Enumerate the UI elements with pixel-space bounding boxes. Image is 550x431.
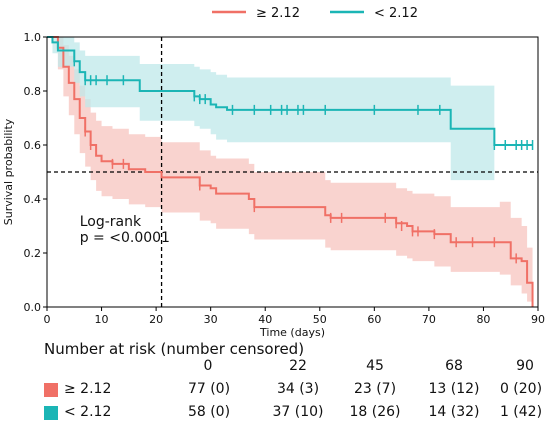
legend-label: ≥ 2.12 [256,6,300,21]
ci-band [47,37,533,307]
survival-curve [47,36,534,307]
risk-cell: 1 (42) [499,404,543,420]
risk-time-header: 45 [366,358,384,374]
legend-label: < 2.12 [374,6,418,21]
x-tick-label: 60 [367,313,381,326]
risk-row-high: ≥ 2.12 77 (0) 34 (3) 23 (7) 13 (12) 0 (2… [44,381,550,401]
risk-time-header: 0 [203,358,213,374]
risk-cell: 23 (7) [353,381,397,397]
logrank-pvalue: p = <0.0001 [80,230,170,246]
group-label: < 2.12 [64,404,112,420]
risk-cell: 37 (10) [272,404,324,420]
km-chart: 0 10 20 30 40 50 60 70 80 90 0.0 0.2 0.4 0.6 0.8 1.0 Tim… [2,6,545,339]
group-label: ≥ 2.12 [64,381,112,397]
risk-cell: 18 (26) [349,404,401,420]
y-tick-label: 0.6 [24,139,42,152]
x-tick-label: 30 [204,313,218,326]
risk-time-header: 68 [445,358,463,374]
risk-time-header: 22 [289,358,307,374]
x-tick-label: 10 [95,313,109,326]
y-tick-label: 0.4 [24,193,42,206]
y-tick-label: 1.0 [24,31,42,44]
x-axis-label: Time (days) [259,326,325,339]
group-swatch [44,383,58,397]
risk-cell: 14 (32) [428,404,480,420]
risk-row-low: < 2.12 58 (0) 37 (10) 18 (26) 14 (32) 1 … [44,404,550,424]
x-tick-label: 80 [476,313,490,326]
y-tick-label: 0.8 [24,85,42,98]
risk-cell: 58 (0) [187,404,231,420]
y-tick-label: 0.2 [24,247,42,260]
risk-cell: 13 (12) [428,381,480,397]
risk-table-title: Number at risk (number censored) [44,340,305,358]
x-tick-label: 90 [531,313,545,326]
x-tick-label: 0 [44,313,51,326]
x-tick-label: 40 [258,313,272,326]
x-tick-label: 20 [149,313,163,326]
risk-cell: 77 (0) [187,381,231,397]
risk-cell: 0 (20) [499,381,543,397]
y-tick-label: 0.0 [24,301,42,314]
logrank-label: Log-rank [80,214,142,230]
y-axis-label: Survival probability [2,118,15,225]
x-tick-label: 70 [422,313,436,326]
x-tick-label: 50 [313,313,327,326]
risk-time-header: 90 [516,358,534,374]
group-swatch [44,406,58,420]
risk-cell: 34 (3) [276,381,320,397]
plot-frame [46,36,539,308]
